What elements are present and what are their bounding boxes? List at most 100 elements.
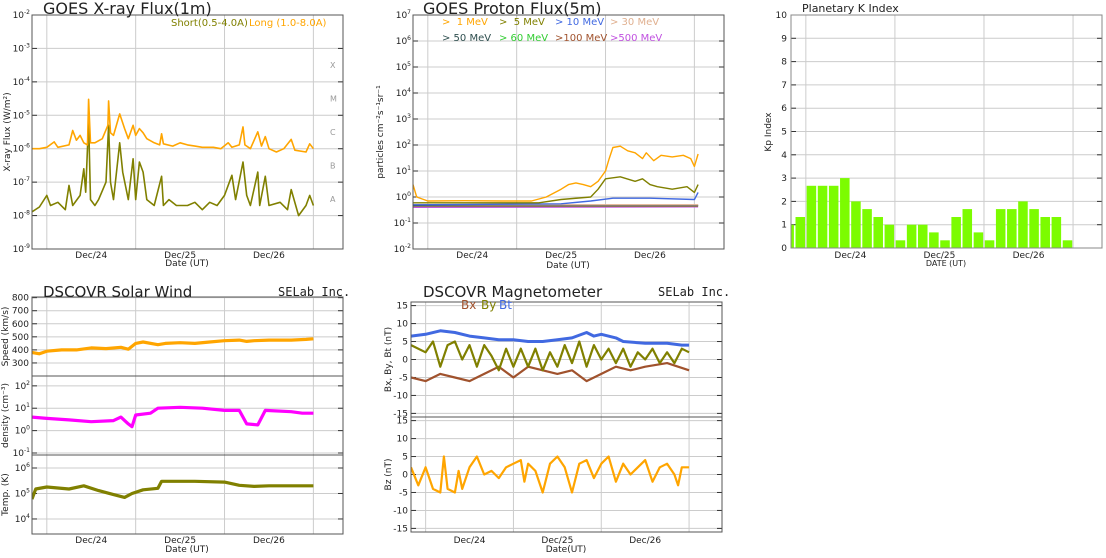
legend-entry: >500 MeV	[610, 33, 662, 44]
legend-entry: Bt	[499, 298, 512, 312]
x-tick-label: Dec/25	[541, 536, 573, 546]
y-tick-label: 10-1	[13, 447, 31, 459]
y-tick-label: 300	[12, 359, 29, 369]
kp-bar	[962, 209, 973, 248]
y-axis-label: Bz (nT)	[384, 459, 394, 491]
legend-entry: > 5 MeV	[499, 17, 545, 28]
xray-flux-chart: 10-9 10-8 10-7 10-6 10-5 10-4 10-3 10-2 A B C M X GOE…	[3, 0, 344, 269]
kp-bar	[984, 240, 995, 248]
y-axis-label: Speed (km/s)	[1, 307, 11, 367]
legend-entry: > 50 MeV	[442, 33, 491, 44]
y-tick-label: 0	[402, 356, 408, 366]
y-tick-label: 10-2	[394, 243, 412, 255]
x-axis-label: Date (UT)	[546, 261, 589, 271]
series-Bx	[411, 362, 690, 383]
flare-class-label: A	[330, 195, 336, 204]
y-tick-label: -15	[393, 524, 408, 534]
solar-wind-panel: 10-1 100 101 102 density (cm⁻³)	[1, 375, 344, 459]
y-tick-label: 15	[397, 302, 408, 312]
y-tick-label: 10-5	[13, 109, 31, 121]
kp-bar	[929, 232, 939, 248]
y-tick-label: 600	[12, 320, 29, 330]
plot-frame	[790, 14, 1103, 249]
legend-entry: By	[481, 298, 496, 312]
y-tick-label: 6	[781, 104, 787, 114]
x-tick-label: Dec/25	[164, 536, 196, 546]
proton-flux-chart: 10-2 10-1 100 101 102 103 104 105 106 107 GOES Pro…	[376, 0, 725, 271]
legend-entry: > 1 MeV	[442, 17, 488, 28]
legend-entry: >100 MeV	[555, 33, 607, 44]
proton-series	[413, 176, 699, 204]
y-tick-label: 105	[15, 487, 30, 499]
kp-bar	[917, 224, 928, 248]
xray-series-long	[32, 98, 315, 153]
series-By	[411, 340, 690, 372]
y-tick-label: 10-8	[13, 210, 31, 222]
y-tick-label: -5	[399, 373, 408, 383]
legend-entry: > 60 MeV	[499, 33, 548, 44]
y-tick-label: 0	[781, 244, 787, 254]
x-tick-label: Dec/24	[834, 251, 866, 261]
xray-series-short	[32, 119, 315, 217]
chart-title: Planetary K Index	[802, 2, 899, 15]
legend-long: Long (1.0-8.0A)	[249, 18, 327, 29]
kp-bar	[973, 232, 984, 248]
kp-bar	[995, 209, 1006, 248]
x-axis-label: Date(UT)	[546, 545, 587, 555]
kp-bar	[806, 185, 817, 248]
x-tick-label: Dec/25	[164, 251, 196, 261]
y-tick-label: 10-4	[13, 76, 31, 88]
y-tick-label: 400	[12, 346, 29, 356]
kp-index-chart: 0 1 2 3 4 5 6 7 8 9 10 Planetary K Index Dec/24 Dec/2…	[764, 2, 1103, 268]
proton-series	[413, 145, 699, 202]
kp-bar	[940, 240, 950, 248]
kp-bar	[828, 185, 839, 248]
y-tick-label: 104	[15, 513, 30, 525]
kp-bar	[1051, 217, 1062, 248]
legend-entry: > 10 MeV	[555, 17, 604, 28]
y-tick-label: 5	[402, 338, 408, 348]
y-tick-label: -10	[393, 506, 408, 516]
y-tick-label: 3	[781, 174, 787, 184]
legend-entry: > 30 MeV	[610, 17, 659, 28]
kp-bar	[884, 224, 895, 248]
x-axis-label: Date (UT)	[165, 545, 208, 555]
x-tick-label: Dec/26	[1013, 251, 1045, 261]
panel-frame	[31, 454, 344, 535]
kp-bar	[851, 201, 861, 248]
solar-wind-panel: 104 105 106 Temp. (K)	[1, 454, 344, 535]
y-tick-label: 106	[396, 35, 411, 47]
y-tick-label: 800	[12, 294, 29, 304]
kp-bar	[1007, 209, 1017, 248]
kp-bar	[1018, 201, 1028, 248]
x-tick-label: Dec/26	[629, 536, 661, 546]
credit-label: SELab Inc.	[658, 285, 730, 299]
chart-title: DSCOVR Solar Wind	[43, 283, 192, 301]
magnetometer-chart: -15 -10 -5 0 5 10 15 Bx, By, Bt (nT) -15 -10 -5 0 5 1…	[384, 283, 730, 555]
magnetometer-panel: -15 -10 -5 0 5 10 15 Bx, By, Bt (nT)	[384, 301, 723, 419]
y-tick-label: 103	[396, 113, 411, 125]
y-tick-label: 105	[396, 61, 411, 73]
x-tick-label: Dec/25	[545, 251, 577, 261]
x-tick-label: Dec/24	[456, 251, 488, 261]
y-tick-label: 15	[397, 417, 408, 427]
y-tick-label: 9	[781, 34, 787, 44]
flare-class-label: C	[330, 128, 336, 137]
kp-bar	[1062, 240, 1073, 248]
panel-frame	[31, 375, 344, 456]
magnetometer-panel: -15 -10 -5 0 5 10 15 Bz (nT)	[384, 416, 723, 534]
legend-entry: Bx	[461, 298, 476, 312]
y-tick-label: 10-3	[13, 42, 31, 54]
y-tick-label: -5	[399, 488, 408, 498]
y-tick-label: 4	[781, 151, 787, 161]
y-tick-label: 100	[15, 425, 30, 437]
y-tick-label: 700	[12, 307, 29, 317]
kp-bar	[873, 217, 883, 248]
kp-bar	[895, 240, 906, 248]
plot-area	[32, 15, 343, 249]
y-tick-label: 100	[396, 191, 411, 203]
series-density	[32, 405, 314, 429]
y-tick-label: 10-2	[13, 9, 31, 21]
